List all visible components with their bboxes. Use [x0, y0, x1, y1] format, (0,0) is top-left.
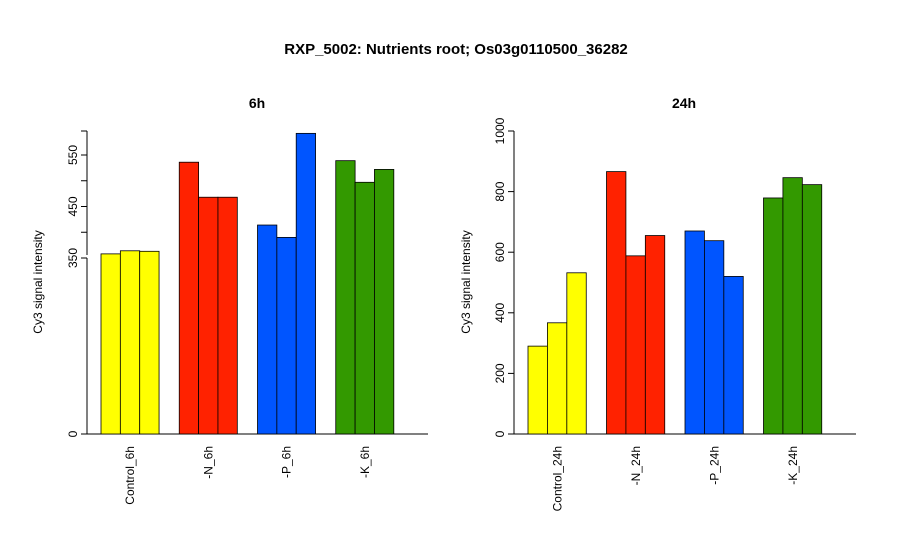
- y-tick-label-24h: 0: [493, 430, 507, 437]
- y-tick-label-6h: 450: [66, 196, 80, 216]
- bar-6h: [100, 253, 121, 435]
- bar-6h: [374, 169, 395, 435]
- x-tick-label-6h: Control_6h: [123, 446, 137, 505]
- bar-6h: [276, 236, 297, 435]
- bar-24h: [704, 240, 725, 435]
- bar-24h: [547, 322, 568, 435]
- bar-24h: [684, 230, 705, 435]
- bar-6h: [139, 250, 160, 435]
- panel-title-6h: 6h: [249, 95, 265, 111]
- y-tick-label-6h: 550: [66, 145, 80, 165]
- bar-24h: [723, 276, 744, 435]
- figure-title: RXP_5002: Nutrients root; Os03g0110500_3…: [284, 41, 628, 58]
- panel-6h: 6h Cy3 signal intensity 0 350 450 550 Contro…: [31, 95, 428, 505]
- bar-6h: [217, 196, 238, 435]
- x-tick-label-24h: -N_24h: [629, 446, 643, 485]
- y-tick-label-6h: 0: [66, 430, 80, 437]
- bar-6h: [178, 161, 200, 435]
- x-tick-label-24h: -K_24h: [786, 446, 800, 485]
- bar-24h: [763, 197, 784, 435]
- bar-24h: [782, 177, 803, 435]
- bar-6h: [354, 181, 375, 435]
- bar-6h: [257, 224, 278, 435]
- bar-24h: [625, 255, 646, 435]
- y-tick-label-6h: 350: [66, 248, 80, 268]
- y-axis-label-6h: Cy3 signal intensity: [31, 230, 45, 333]
- bar-6h: [295, 132, 316, 435]
- y-tick-label-24h: 200: [493, 363, 507, 383]
- bar-24h: [566, 272, 587, 435]
- x-tick-label-6h: -P_6h: [280, 446, 294, 478]
- y-axis-label-24h: Cy3 signal intensity: [459, 230, 473, 333]
- x-tick-label-6h: -K_6h: [358, 446, 372, 478]
- bar-24h: [644, 235, 666, 435]
- panel-title-24h: 24h: [672, 95, 696, 111]
- bar-24h: [606, 171, 627, 435]
- bar-24h: [527, 345, 548, 435]
- x-tick-label-6h: -N_6h: [201, 446, 215, 479]
- x-tick-label-24h: Control_24h: [550, 446, 564, 511]
- x-tick-label-24h: -P_24h: [707, 446, 721, 485]
- y-tick-label-24h: 400: [493, 302, 507, 322]
- panel-24h: 24h Cy3 signal intensity 0 200 400 600 800 10…: [459, 95, 856, 511]
- y-tick-label-24h: 1000: [493, 117, 507, 144]
- bar-24h: [801, 184, 823, 435]
- y-tick-label-24h: 600: [493, 242, 507, 262]
- bar-6h: [198, 196, 219, 435]
- bar-6h: [119, 250, 141, 435]
- bar-6h: [335, 160, 356, 435]
- y-tick-label-24h: 800: [493, 181, 507, 201]
